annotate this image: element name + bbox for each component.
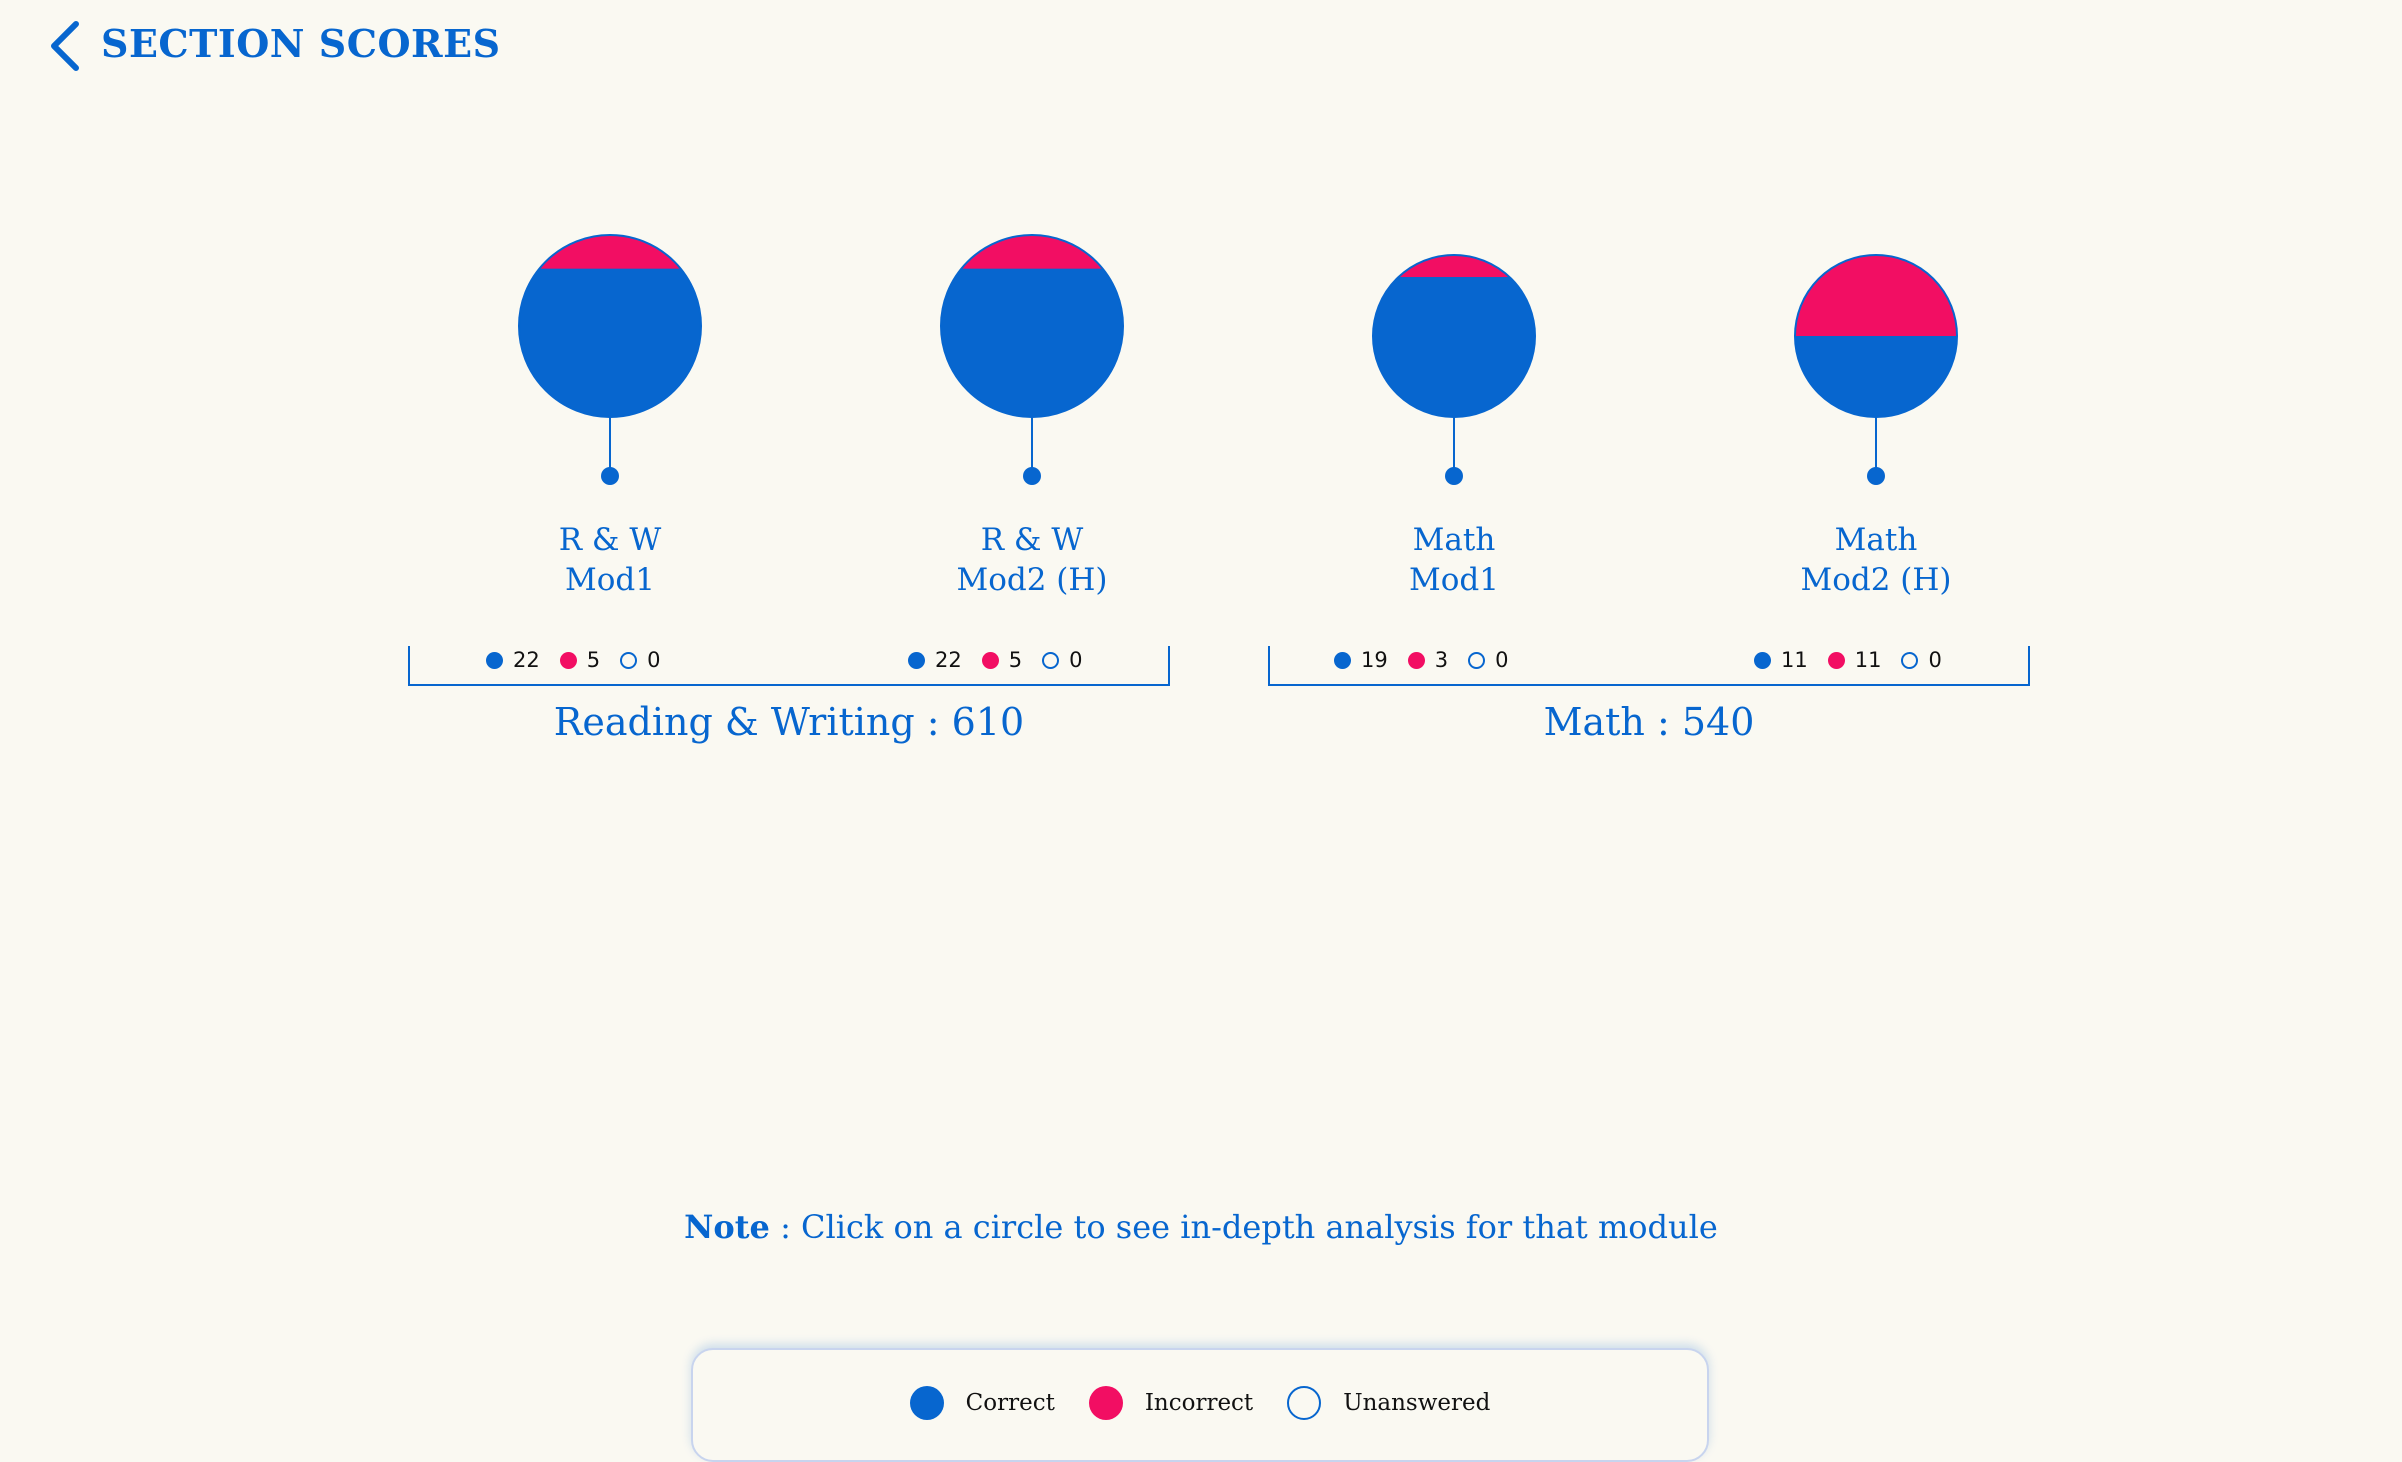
- unanswered-dot-icon: [620, 651, 638, 669]
- unanswered-count: 0: [1495, 648, 1509, 672]
- unanswered-count: 0: [1928, 648, 1942, 672]
- module-stem-dot: [1023, 467, 1041, 485]
- note-text: Note : Click on a circle to see in-depth…: [0, 1208, 2402, 1246]
- unanswered-dot-icon: [1287, 1386, 1322, 1420]
- incorrect-count: 5: [1008, 648, 1023, 672]
- section-bracket-math: [1268, 646, 2030, 686]
- back-button[interactable]: [44, 18, 88, 74]
- incorrect-segment: [941, 235, 1123, 269]
- module-counts: 19 3 0: [1334, 640, 1528, 680]
- module-counts: 11 11 0: [1754, 640, 1962, 680]
- module-math-mod1[interactable]: Math Mod1: [1324, 220, 1584, 598]
- correct-dot-icon: [1334, 651, 1351, 669]
- incorrect-dot-icon: [981, 651, 999, 669]
- module-label-line1: Math: [1412, 522, 1496, 558]
- legend-item-correct: Correct: [909, 1386, 1055, 1420]
- module-math-mod2[interactable]: Math Mod2 (H): [1746, 220, 2006, 598]
- module-rw-mod1[interactable]: R & W Mod1: [480, 220, 740, 598]
- module-label: Math Mod1: [1324, 520, 1584, 600]
- legend-label: Unanswered: [1343, 1390, 1491, 1416]
- module-label-line2: Mod1: [1409, 562, 1499, 598]
- module-rw-mod2[interactable]: R & W Mod2 (H): [902, 220, 1162, 598]
- module-circle-chart[interactable]: [480, 220, 740, 490]
- module-label-line2: Mod2 (H): [956, 562, 1108, 598]
- incorrect-segment: [1795, 255, 1957, 336]
- legend-panel: Correct Incorrect Unanswered: [691, 1348, 1709, 1462]
- correct-count: 22: [513, 648, 540, 672]
- module-stem-dot: [1445, 467, 1463, 485]
- module-stem-dot: [601, 467, 619, 485]
- legend-item-unanswered: Unanswered: [1287, 1386, 1490, 1420]
- module-label-line2: Mod2 (H): [1800, 562, 1952, 598]
- incorrect-count: 11: [1854, 648, 1882, 672]
- correct-segment: [1373, 255, 1535, 417]
- incorrect-count: 3: [1434, 648, 1449, 672]
- unanswered-dot-icon: [1468, 651, 1486, 669]
- page-title: SECTION SCORES: [101, 21, 501, 66]
- module-label-line1: R & W: [980, 522, 1084, 558]
- module-circle-chart[interactable]: [902, 220, 1162, 490]
- correct-dot-icon: [909, 1386, 944, 1420]
- incorrect-dot-icon: [1827, 651, 1845, 669]
- section-score-rw: Reading & Writing : 610: [553, 700, 1025, 744]
- module-label: R & W Mod2 (H): [902, 520, 1162, 600]
- unanswered-dot-icon: [1042, 651, 1060, 669]
- module-label: Math Mod2 (H): [1746, 520, 2006, 600]
- unanswered-count: 0: [647, 648, 661, 672]
- module-counts: 22 5 0: [908, 640, 1102, 680]
- module-label-line1: Math: [1834, 522, 1918, 558]
- correct-dot-icon: [908, 651, 925, 669]
- module-circle-chart[interactable]: [1746, 220, 2006, 490]
- legend-item-incorrect: Incorrect: [1088, 1386, 1254, 1420]
- module-label-line2: Mod1: [565, 562, 655, 598]
- module-counts: 22 5 0: [486, 640, 680, 680]
- note-body: : Click on a circle to see in-depth anal…: [769, 1208, 1718, 1246]
- incorrect-dot-icon: [1407, 651, 1425, 669]
- section-bracket-rw: [408, 646, 1170, 686]
- incorrect-dot-icon: [1088, 1386, 1123, 1420]
- incorrect-segment: [1373, 255, 1535, 278]
- incorrect-count: 5: [586, 648, 601, 672]
- correct-count: 11: [1781, 648, 1808, 672]
- module-stem-dot: [1867, 467, 1885, 485]
- legend-label: Incorrect: [1144, 1390, 1254, 1416]
- correct-count: 22: [935, 648, 962, 672]
- module-circle-chart[interactable]: [1324, 220, 1584, 490]
- module-label-line1: R & W: [558, 522, 662, 558]
- correct-count: 19: [1361, 648, 1388, 672]
- incorrect-segment: [519, 235, 701, 269]
- section-score-math: Math : 540: [1543, 700, 1755, 744]
- correct-dot-icon: [1754, 651, 1771, 669]
- legend-label: Correct: [965, 1390, 1055, 1416]
- note-prefix: Note: [684, 1208, 770, 1246]
- module-label: R & W Mod1: [480, 520, 740, 600]
- unanswered-count: 0: [1069, 648, 1083, 672]
- chevron-left-icon: [51, 21, 79, 71]
- incorrect-dot-icon: [559, 651, 577, 669]
- unanswered-dot-icon: [1901, 651, 1919, 669]
- correct-dot-icon: [486, 651, 503, 669]
